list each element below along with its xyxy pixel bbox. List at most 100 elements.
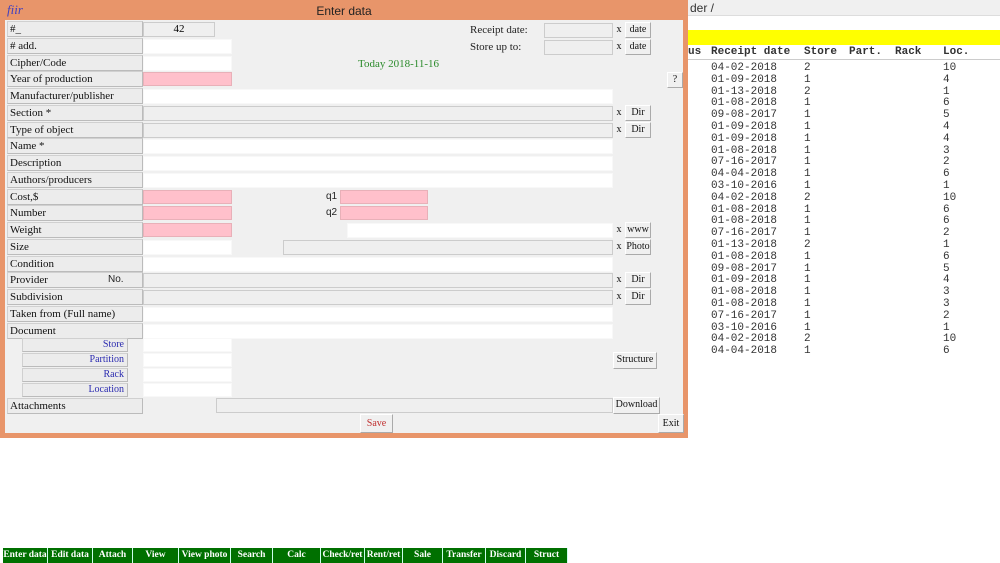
type-of-object-field[interactable] [143,122,613,138]
table-cell: 4 [943,274,950,287]
column-header[interactable]: Receipt date [711,46,791,58]
exit-button[interactable]: Exit [658,414,684,433]
taskbar-button[interactable]: Struct [526,548,568,563]
table-row[interactable]: 04-04-2018 1 6 [688,345,1000,357]
table-row[interactable]: 01-08-2018 1 6 [688,251,1000,263]
download-button[interactable]: Download [613,397,660,414]
clear-subdivision-dir-button[interactable]: x [616,291,622,302]
table-row[interactable]: 01-08-2018 1 3 [688,298,1000,310]
type-dir-button[interactable]: Dir [625,121,651,138]
store-up-to-date-button[interactable]: date [625,39,651,55]
field-label: Weight [7,222,143,238]
table-cell: 09-08-2017 [711,109,778,122]
authors-input[interactable] [143,172,613,188]
table-cell: 07-16-2017 [711,309,778,322]
taskbar-button[interactable]: Rent/ret [365,548,403,563]
taskbar-button[interactable]: Search [231,548,273,563]
column-header[interactable]: Rack [895,46,922,58]
receipt-date-button[interactable]: date [625,22,651,38]
dialog-title-bar[interactable]: fiir Enter data [0,0,688,20]
taken-from-input[interactable] [143,306,613,322]
table-row[interactable]: 09-08-2017 1 5 [688,109,1000,121]
clear-photo-button[interactable]: x [616,240,622,252]
photo-button[interactable]: Photo [625,238,651,255]
table-row[interactable]: 07-16-2017 1 2 [688,227,1000,239]
clear-type-dir-button[interactable]: x [616,123,622,135]
q2-input[interactable] [340,206,428,221]
table-row[interactable]: 01-08-2018 1 3 [688,286,1000,298]
subdivision-field[interactable] [143,290,613,305]
help-button[interactable]: ? [667,72,683,88]
size-input[interactable] [143,239,232,255]
clear-date-button[interactable]: x [616,24,622,35]
subdivision-dir-button[interactable]: Dir [625,289,651,305]
clear-date-button[interactable]: x [616,41,622,52]
table-row[interactable]: 01-08-2018 1 6 [688,215,1000,227]
section-field[interactable] [143,105,613,121]
column-header[interactable]: Store [804,46,838,58]
partition-input[interactable] [143,353,232,367]
number-input[interactable] [143,206,232,221]
table-row[interactable]: 01-09-2018 1 4 [688,133,1000,145]
taskbar-button[interactable]: Enter data [3,548,48,563]
table-row[interactable]: 04-02-2018 2 10 [688,192,1000,204]
table-row[interactable]: 01-13-2018 2 1 [688,239,1000,251]
taskbar-button[interactable]: Calc [273,548,321,563]
save-button[interactable]: Save [360,414,393,433]
table-row[interactable]: 04-04-2018 1 6 [688,168,1000,180]
store-input[interactable] [143,338,232,352]
location-input[interactable] [143,383,232,397]
table-row[interactable]: 01-08-2018 1 6 [688,204,1000,216]
condition-input[interactable] [143,256,613,272]
table-cell: 6 [943,168,950,181]
table-row[interactable]: 09-08-2017 1 5 [688,263,1000,275]
taskbar-button[interactable]: Check/ret [321,548,365,563]
description-input[interactable] [143,156,613,171]
table-row[interactable]: 03-10-2016 1 1 [688,322,1000,334]
clear-www-button[interactable]: x [616,224,622,235]
document-input[interactable] [143,323,613,339]
taskbar-button[interactable]: View [133,548,179,563]
clear-section-dir-button[interactable]: x [616,106,622,118]
table-row[interactable]: 01-08-2018 1 3 [688,145,1000,157]
column-header[interactable]: Part. [849,46,883,58]
table-row[interactable]: 01-09-2018 1 4 [688,121,1000,133]
table-row[interactable]: 03-10-2016 1 1 [688,180,1000,192]
photo-path-field[interactable] [283,239,613,255]
provider-dir-button[interactable]: Dir [625,272,651,289]
q1-input[interactable] [340,189,428,204]
taskbar-button[interactable]: Edit data [48,548,93,563]
table-row[interactable]: 07-16-2017 1 2 [688,310,1000,322]
table-row[interactable]: 01-09-2018 1 4 [688,74,1000,86]
column-header[interactable]: us [688,46,702,58]
table-row[interactable]: 04-02-2018 2 10 [688,62,1000,74]
cipher-code-input[interactable] [143,55,232,71]
taskbar-button[interactable]: Sale [403,548,443,563]
table-row[interactable]: 04-02-2018 2 10 [688,333,1000,345]
field-label: #_ [7,21,143,37]
add-number-input[interactable] [143,38,232,54]
cost-input[interactable] [143,189,232,204]
table-row[interactable]: 01-09-2018 1 4 [688,274,1000,286]
name-input[interactable] [143,139,613,155]
receipt-date-label: Receipt date: [470,24,528,36]
www-button[interactable]: www [625,222,651,238]
manufacturer-input[interactable] [143,89,613,104]
rack-input[interactable] [143,368,232,382]
table-row[interactable]: 01-13-2018 2 1 [688,86,1000,98]
taskbar-button[interactable]: Discard [486,548,526,563]
table-row[interactable]: 07-16-2017 1 2 [688,156,1000,168]
provider-field[interactable] [143,273,613,289]
www-url-input[interactable] [347,223,613,238]
taskbar-button[interactable]: Transfer [443,548,486,563]
structure-button[interactable]: Structure [613,352,657,369]
clear-provider-dir-button[interactable]: x [616,274,622,286]
taskbar-button[interactable]: View photo [179,548,231,563]
taskbar-button[interactable]: Attach [93,548,133,563]
column-header[interactable]: Loc. [943,46,970,58]
year-of-production-input[interactable] [143,72,232,87]
weight-input[interactable] [143,223,232,237]
table-row[interactable]: 01-08-2018 1 6 [688,97,1000,109]
section-dir-button[interactable]: Dir [625,104,651,121]
receipt-date-field [544,23,613,38]
